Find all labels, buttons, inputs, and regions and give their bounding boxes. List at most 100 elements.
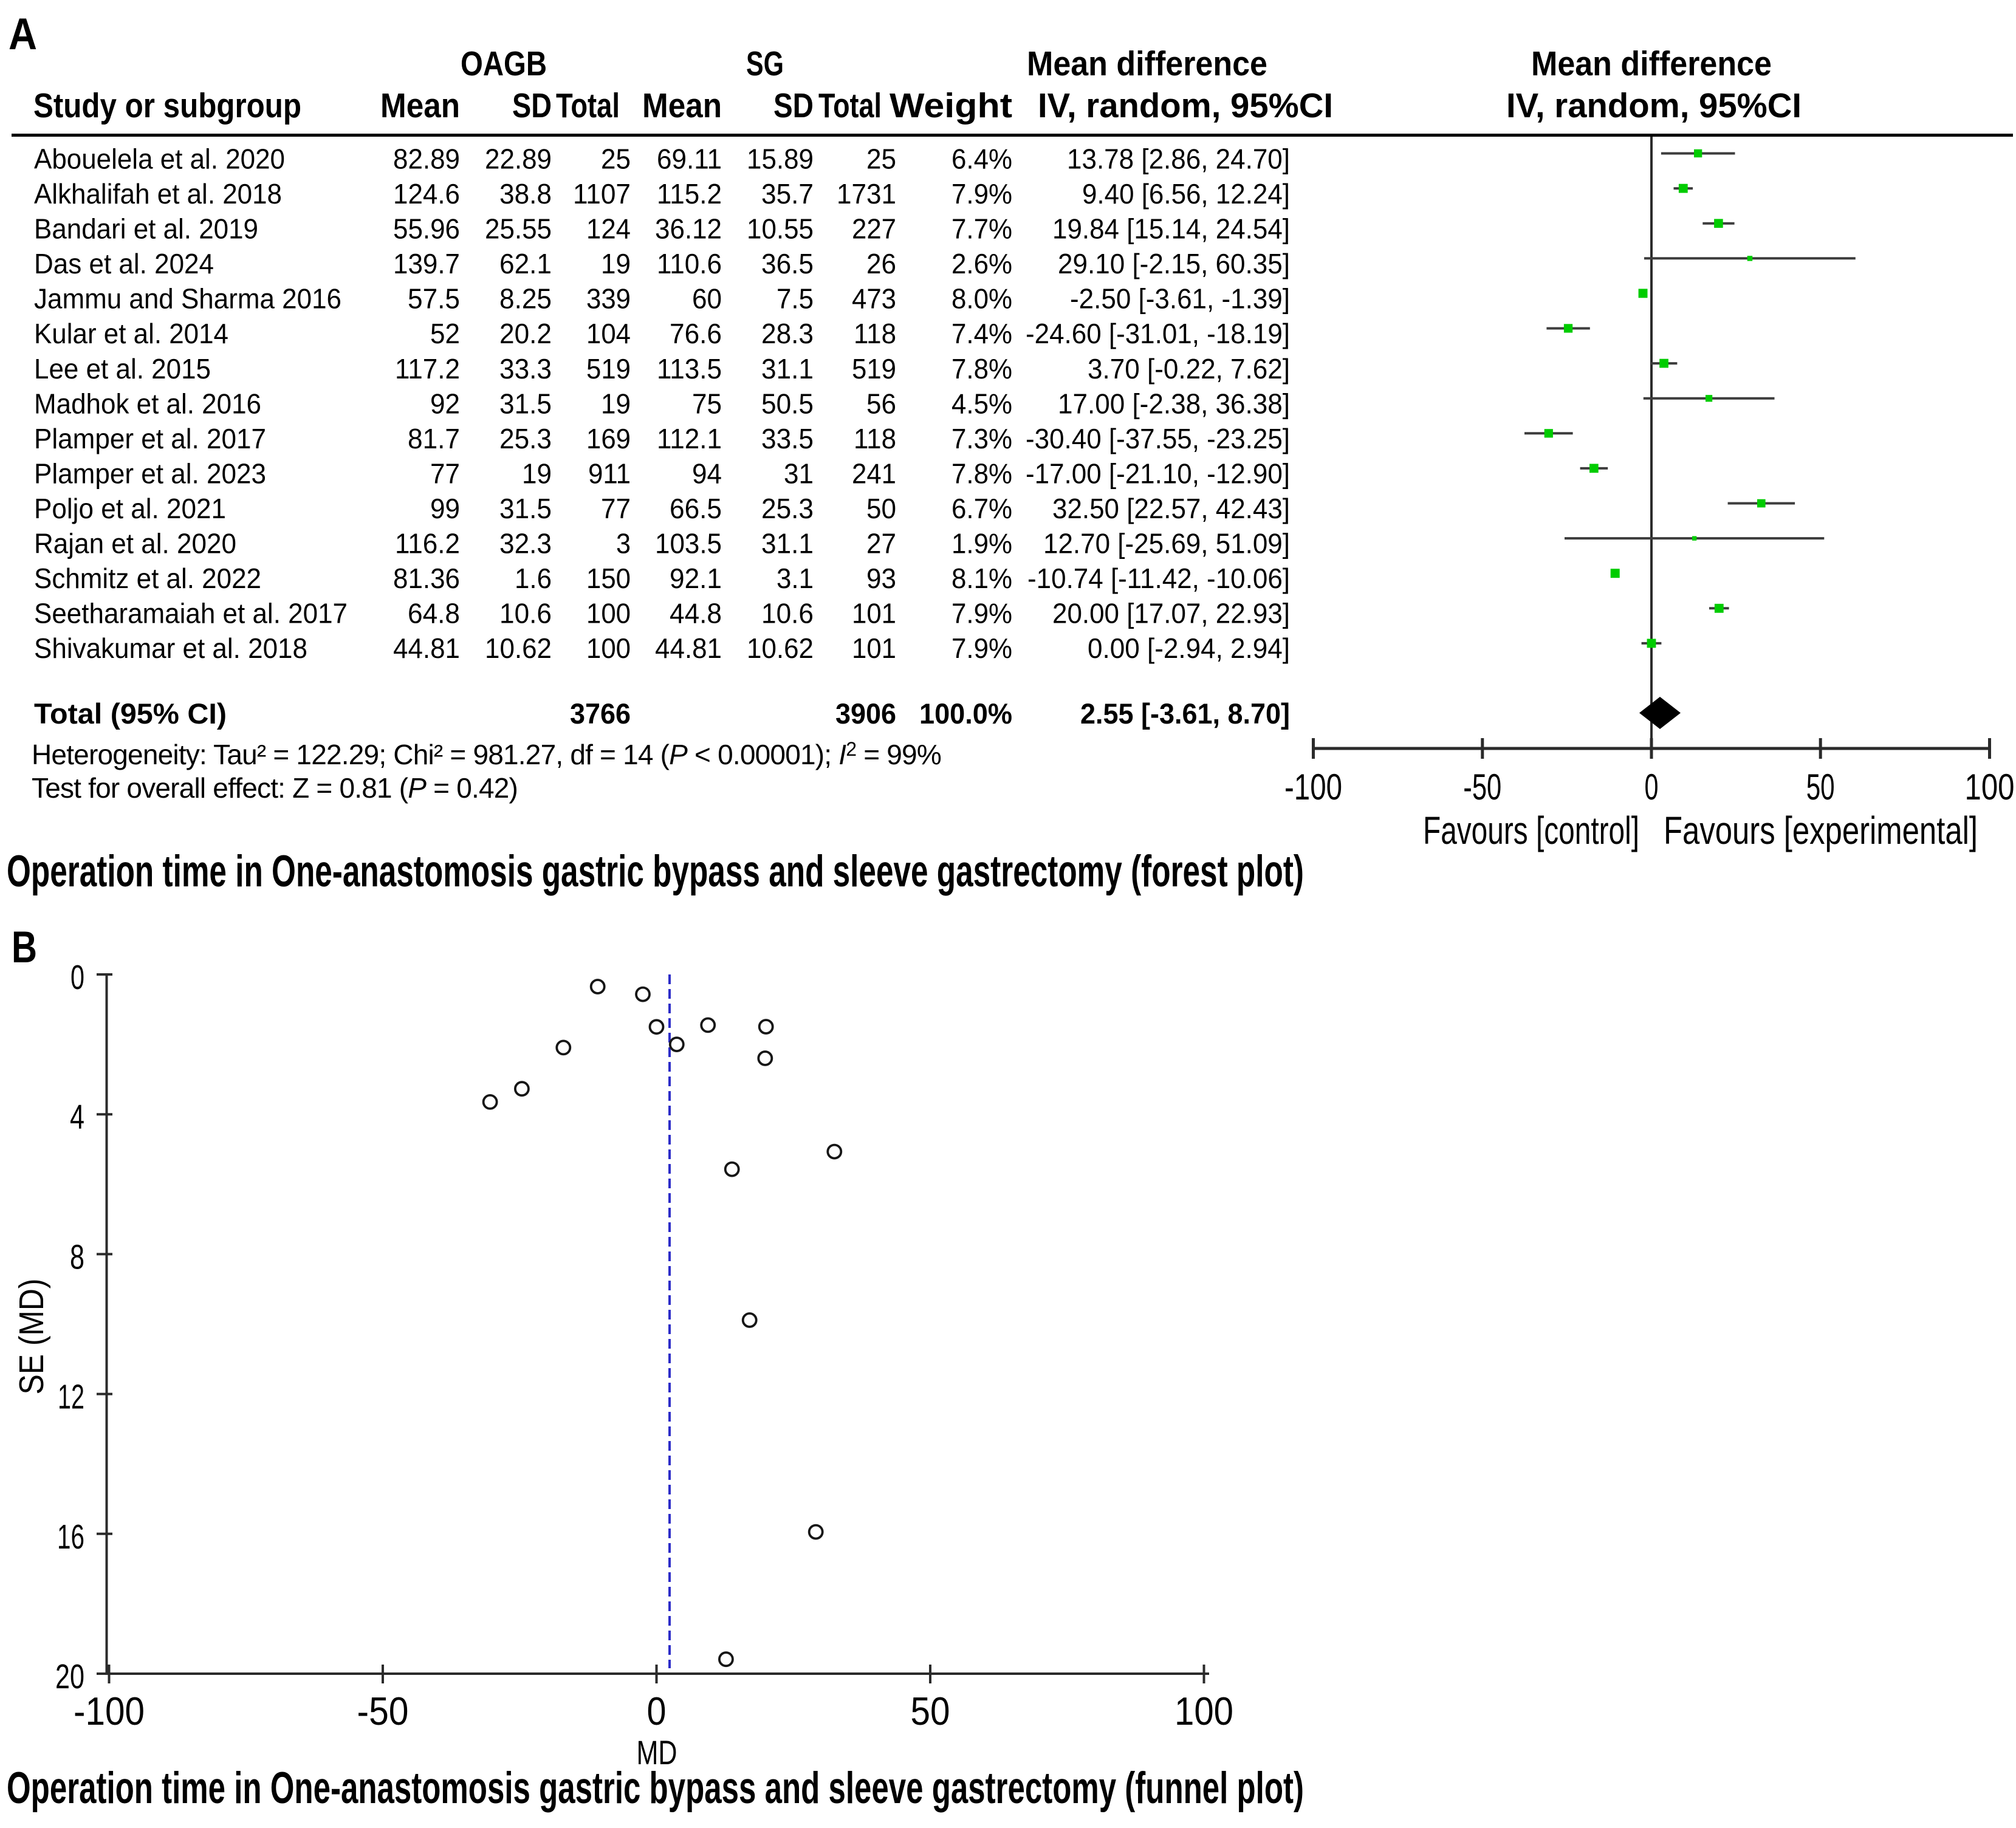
svg-text:32.3: 32.3 [499,528,552,560]
svg-text:44.81: 44.81 [655,632,722,664]
svg-text:19: 19 [522,457,552,489]
svg-text:22.89: 22.89 [485,143,552,175]
svg-text:Alkhalifah et al. 2018: Alkhalifah et al. 2018 [34,178,282,210]
svg-text:SD: SD [512,86,552,125]
svg-text:7.8%: 7.8% [951,353,1012,385]
svg-text:Test for overall effect: Z = 0: Test for overall effect: Z = 0.81 (P = 0… [32,772,518,804]
svg-text:10.6: 10.6 [761,598,814,629]
svg-text:103.5: 103.5 [655,528,722,560]
svg-text:6.4%: 6.4% [951,143,1012,175]
svg-text:94: 94 [692,457,722,489]
svg-text:3.1: 3.1 [777,563,814,594]
svg-text:Poljo et al. 2021: Poljo et al. 2021 [34,493,226,524]
svg-text:10.55: 10.55 [747,213,814,245]
svg-text:1.9%: 1.9% [951,528,1012,560]
svg-text:81.36: 81.36 [393,563,460,594]
svg-text:25.3: 25.3 [761,493,814,524]
svg-text:124: 124 [586,213,631,245]
svg-text:Mean: Mean [380,86,460,125]
svg-text:75: 75 [692,388,722,419]
svg-text:1107: 1107 [573,178,631,210]
svg-text:SG: SG [746,44,784,83]
svg-text:10.62: 10.62 [747,632,814,664]
svg-text:10.6: 10.6 [499,598,552,629]
svg-text:Abouelela et al. 2020: Abouelela et al. 2020 [34,143,285,175]
svg-text:3906: 3906 [835,697,896,730]
svg-text:MD: MD [637,1733,677,1772]
svg-text:-100: -100 [74,1689,145,1733]
svg-text:10.62: 10.62 [485,632,552,664]
svg-text:20: 20 [55,1657,84,1696]
svg-text:92: 92 [430,388,460,419]
svg-text:1.6: 1.6 [515,563,552,594]
svg-text:Operation time in One-anastomo: Operation time in One-anastomosis gastri… [7,1764,1304,1813]
svg-text:Total (95% CI): Total (95% CI) [34,697,227,730]
svg-text:77: 77 [601,493,631,524]
svg-text:104: 104 [586,318,631,349]
svg-text:Favours [experimental]: Favours [experimental] [1664,809,1978,852]
svg-text:15.89: 15.89 [747,143,814,175]
svg-text:44.8: 44.8 [670,598,722,629]
svg-text:8.0%: 8.0% [951,283,1012,315]
svg-text:117.2: 117.2 [395,353,460,385]
svg-text:7.9%: 7.9% [951,598,1012,629]
svg-text:8.1%: 8.1% [951,563,1012,594]
svg-text:8: 8 [70,1237,84,1276]
svg-text:-50: -50 [1463,767,1501,807]
svg-text:62.1: 62.1 [499,248,552,279]
svg-text:101: 101 [852,632,896,664]
svg-text:241: 241 [852,457,896,489]
svg-text:69.11: 69.11 [657,143,722,175]
svg-text:4.5%: 4.5% [951,388,1012,419]
svg-text:7.8%: 7.8% [951,457,1012,489]
svg-text:Weight: Weight [890,86,1012,125]
svg-text:52: 52 [430,318,460,349]
svg-text:25.55: 25.55 [485,213,552,245]
svg-text:44.81: 44.81 [393,632,460,664]
svg-text:Mean: Mean [642,86,722,125]
svg-text:SD: SD [773,86,814,125]
svg-text:Schmitz et al. 2022: Schmitz et al. 2022 [34,563,261,594]
svg-text:92.1: 92.1 [670,563,722,594]
svg-text:82.89: 82.89 [393,143,460,175]
svg-text:7.7%: 7.7% [951,213,1012,245]
svg-text:25: 25 [601,143,631,175]
svg-text:115.2: 115.2 [657,178,722,210]
svg-text:Lee et al. 2015: Lee et al. 2015 [34,353,211,385]
svg-text:9.40 [6.56, 12.24]: 9.40 [6.56, 12.24] [1082,178,1290,210]
svg-text:IV, random, 95%CI: IV, random, 95%CI [1038,86,1333,125]
svg-text:12.70 [-25.69, 51.09]: 12.70 [-25.69, 51.09] [1043,528,1290,560]
svg-text:100: 100 [1965,767,2015,807]
svg-text:13.78 [2.86, 24.70]: 13.78 [2.86, 24.70] [1067,143,1290,175]
svg-text:4: 4 [70,1098,84,1137]
svg-text:124.6: 124.6 [393,178,460,210]
svg-text:Total: Total [556,86,620,125]
svg-text:Plamper et al. 2017: Plamper et al. 2017 [34,423,266,454]
svg-text:19: 19 [601,388,631,419]
svg-text:31: 31 [784,457,814,489]
svg-text:Kular et al. 2014: Kular et al. 2014 [34,318,228,349]
svg-text:27: 27 [866,528,896,560]
svg-text:50.5: 50.5 [761,388,814,419]
svg-text:Study or subgroup: Study or subgroup [33,86,301,125]
svg-text:81.7: 81.7 [408,423,460,454]
svg-text:50: 50 [1806,767,1835,807]
svg-text:19.84 [15.14, 24.54]: 19.84 [15.14, 24.54] [1052,213,1290,245]
svg-text:55.96: 55.96 [393,213,460,245]
svg-text:Mean difference: Mean difference [1027,44,1267,83]
svg-text:-2.50 [-3.61, -1.39]: -2.50 [-3.61, -1.39] [1070,283,1290,315]
svg-text:Jammu and Sharma 2016: Jammu and Sharma 2016 [34,283,341,315]
svg-text:-24.60 [-31.01, -18.19]: -24.60 [-31.01, -18.19] [1026,318,1290,349]
svg-text:110.6: 110.6 [657,248,722,279]
svg-text:Das et al. 2024: Das et al. 2024 [34,248,214,279]
svg-text:35.7: 35.7 [761,178,814,210]
svg-text:31.5: 31.5 [499,388,552,419]
svg-text:25.3: 25.3 [499,423,552,454]
svg-text:339: 339 [586,283,631,315]
svg-text:31.1: 31.1 [761,353,814,385]
svg-text:0: 0 [70,958,84,997]
svg-text:20.2: 20.2 [499,318,552,349]
svg-text:31.5: 31.5 [499,493,552,524]
svg-text:100.0%: 100.0% [919,697,1012,730]
svg-text:Total: Total [818,86,882,125]
